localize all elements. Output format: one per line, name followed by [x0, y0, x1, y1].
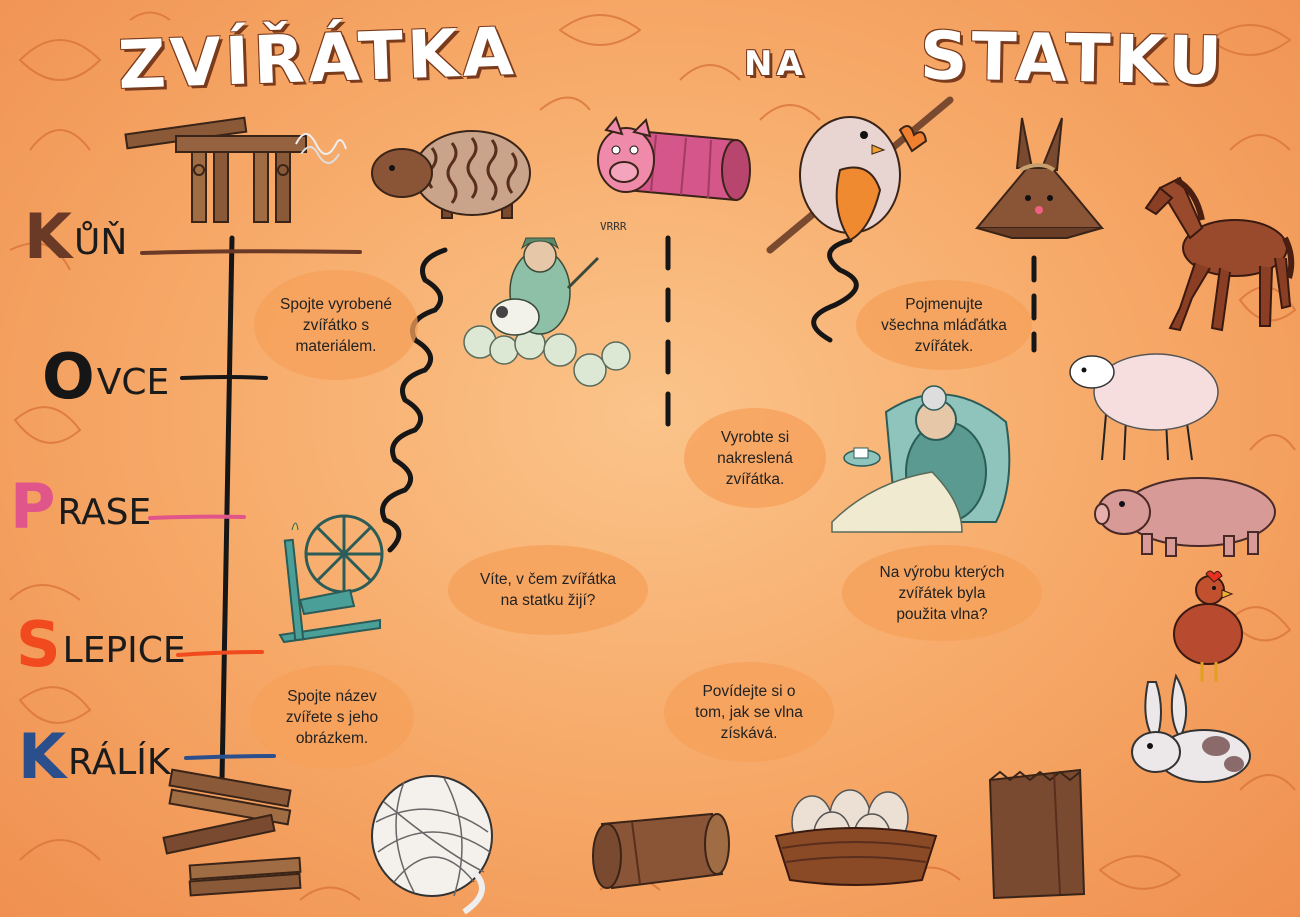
task-text: Vyrobte si nakreslená zvířátka. [717, 428, 793, 488]
animal-initial: O [42, 340, 95, 413]
task-bubble: Spojte název zvířete s jeho obrázkem. [250, 665, 414, 769]
tube-pig-craft [596, 110, 766, 210]
egg-basket-material [772, 786, 942, 886]
task-text: Víte, v čem zvířátka na statku žijí? [479, 571, 617, 609]
task-text: Spojte název zvířete s jeho obrázkem. [285, 687, 379, 747]
task-bubble: Pojmenujte všechna mláďátka zvířátek. [856, 280, 1032, 370]
animal-initial: K [24, 200, 73, 273]
hen-name-line [176, 650, 264, 657]
clothespin-horse-craft [116, 104, 347, 234]
pig-illustration [1094, 470, 1284, 560]
task-bubble: Spojte vyrobené zvířátko s materiálem. [254, 270, 418, 380]
animal-initial: P [10, 470, 56, 543]
animal-name-rest: LEPICE [62, 630, 186, 671]
horse-name-line [140, 249, 362, 255]
task-bubble: Vyrobte si nakreslená zvířátka. [684, 408, 826, 508]
task-bubble: Na výrobu kterých zvířátek byla použita … [842, 545, 1042, 641]
spinning-wheel-illustration [270, 510, 390, 645]
vertical-divider-line [219, 235, 235, 783]
rabbit-illustration [1124, 672, 1254, 787]
animal-name-sheep: OVCE [42, 340, 169, 413]
clothespins-material [160, 768, 310, 900]
cardboard-tube-material [582, 804, 732, 894]
paper-bag-material [984, 760, 1094, 900]
task-bubble: Povídejte si o tom, jak se vlna získává. [664, 662, 834, 762]
animal-name-rest: RASE [57, 492, 152, 533]
animal-name-rabbit: KRÁLÍK [18, 720, 171, 793]
sheep-illustration [1066, 334, 1226, 464]
wool-sheep-craft [371, 128, 532, 228]
spring-line [811, 237, 859, 343]
rabbit-name-line [184, 754, 276, 760]
paper-rabbit-craft [972, 108, 1112, 248]
task-text: Pojmenujte všechna mláďátka zvířátek. [881, 295, 1007, 355]
animal-initial: S [16, 608, 61, 681]
animal-name-rest: RÁLÍK [68, 742, 171, 783]
farmer-sound-text: VRRR [600, 220, 627, 233]
pig-name-line [148, 514, 246, 520]
wool-squiggle-line [380, 247, 448, 553]
hen-illustration [1168, 568, 1248, 688]
farmer-shearing-illustration [440, 222, 640, 392]
animal-name-pig: PRASE [10, 470, 151, 543]
task-text: Spojte vyrobené zvířátko s materiálem. [279, 295, 393, 355]
task-text: Na výrobu kterých zvířátek byla použita … [879, 563, 1005, 623]
animal-initial: K [18, 720, 67, 793]
task-text: Povídejte si o tom, jak se vlna získává. [695, 682, 803, 742]
animal-name-rest: ŮŇ [74, 222, 128, 263]
spoon-hen-craft [760, 90, 960, 260]
sheep-name-line [180, 375, 268, 380]
horse-illustration [1140, 168, 1295, 338]
wool-ball-material [364, 772, 514, 915]
animal-name-hen: SLEPICE [16, 608, 186, 681]
animal-name-rest: VCE [96, 362, 170, 403]
grandma-knitting-illustration [826, 372, 1026, 542]
title-word-on: NA [744, 44, 807, 84]
animal-name-horse: KŮŇ [24, 200, 127, 273]
task-bubble: Víte, v čem zvířátka na statku žijí? [448, 545, 648, 635]
